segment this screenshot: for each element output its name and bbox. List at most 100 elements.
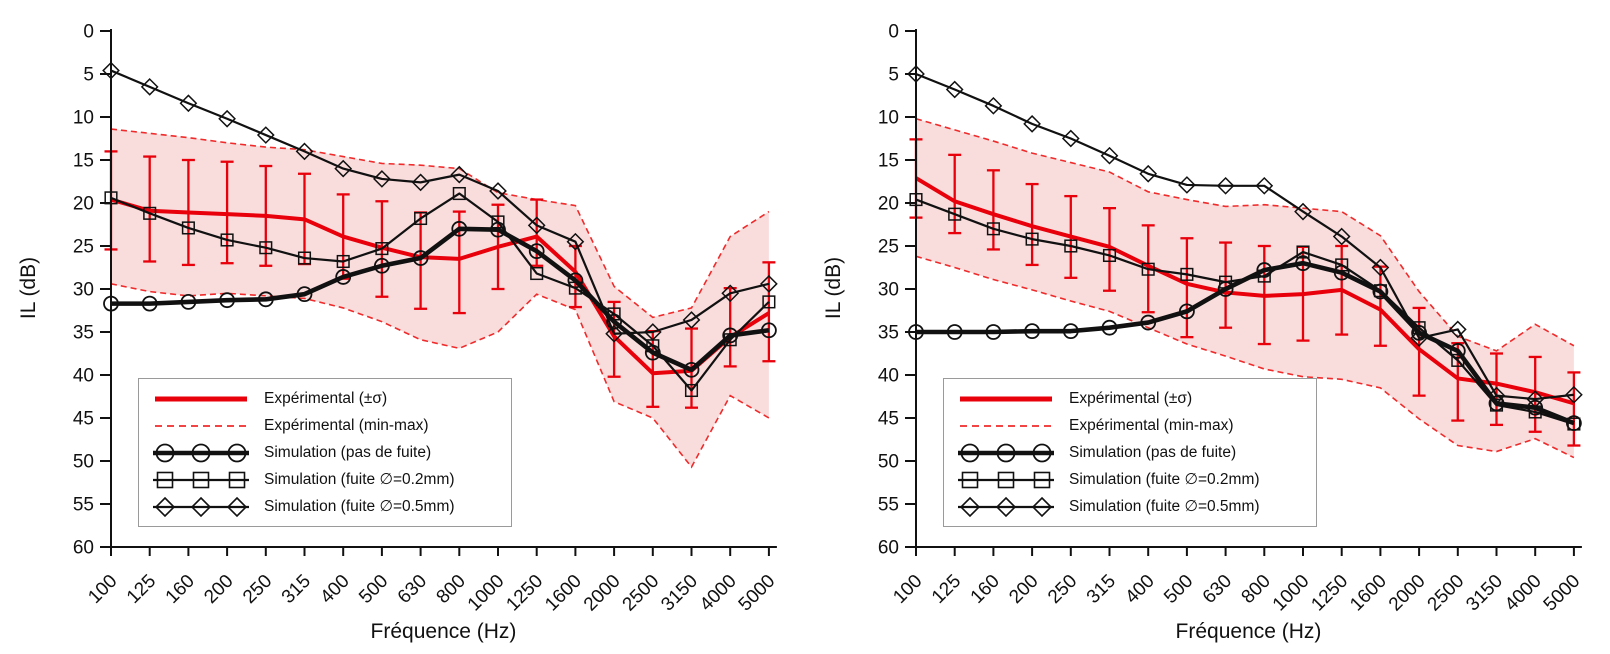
y-tick-label: 25 (878, 237, 899, 258)
x-tick-label: 1000 (1269, 571, 1314, 616)
y-axis-title-right: IL (dB) (822, 256, 845, 320)
legend-item-experimental-minmax: Expérimental (min-max) (956, 412, 1316, 439)
legend-item-sim-no-leak: Simulation (pas de fuite) (151, 439, 511, 466)
x-tick-label: 2500 (1424, 571, 1469, 616)
x-tick-label: 3150 (657, 571, 702, 616)
x-tick-label: 315 (278, 571, 315, 608)
x-tick-label: 2000 (1385, 571, 1430, 616)
y-tick-label: 30 (878, 280, 899, 301)
x-tick-label: 2500 (619, 571, 664, 616)
x-tick-label: 1250 (1307, 571, 1352, 616)
y-tick-label: 55 (878, 495, 899, 516)
red-solid-line-icon (155, 396, 247, 401)
legend-label: Simulation (fuite ∅=0.2mm) (264, 471, 455, 488)
y-axis-ticks: 0 5 10 15 20 25 30 35 40 45 50 55 60 (73, 22, 111, 559)
black-line-diamond-markers-icon (958, 496, 1054, 517)
y-tick-label: 45 (878, 409, 899, 430)
black-line-diamond-markers-icon (153, 496, 249, 517)
x-tick-label: 4000 (696, 571, 741, 616)
legend-item-sim-leak-02: Simulation (fuite ∅=0.2mm) (956, 466, 1316, 493)
y-tick-label: 20 (878, 194, 899, 215)
legend-label: Simulation (pas de fuite) (1069, 443, 1237, 461)
series-exp-minmax-band (110, 128, 770, 469)
x-tick-label: 1250 (502, 571, 547, 616)
y-tick-label: 55 (73, 495, 94, 516)
y-tick-label: 0 (888, 22, 899, 43)
chart-panel-left: 0 5 10 15 20 25 30 35 40 45 50 55 60 100 125 160 200 250 3… (17, 22, 780, 644)
x-tick-label: 200 (200, 571, 237, 608)
x-tick-label: 400 (316, 571, 353, 608)
x-axis-title-right: Fréquence (Hz) (1175, 620, 1322, 643)
red-solid-line-icon (960, 396, 1052, 401)
series-exp-minmax-band (915, 117, 1575, 459)
x-tick-label: 5000 (735, 571, 780, 616)
x-tick-label: 400 (1121, 571, 1158, 608)
y-tick-label: 50 (878, 452, 899, 473)
x-tick-label: 1600 (541, 571, 586, 616)
y-tick-label: 10 (73, 108, 94, 129)
legend-item-experimental-sigma: Expérimental (±σ) (151, 385, 511, 412)
y-tick-label: 5 (888, 65, 899, 86)
x-tick-label: 1600 (1346, 571, 1391, 616)
y-tick-label: 60 (878, 538, 899, 559)
x-axis-ticks: 100 125 160 200 250 315 400 500 630 8001000125016… (84, 547, 779, 615)
series-exp-mean-line (914, 176, 1575, 406)
red-dashed-line-icon (155, 424, 247, 427)
x-tick-label: 250 (1044, 571, 1081, 608)
x-tick-label: 2000 (580, 571, 625, 616)
legend-item-sim-leak-05: Simulation (fuite ∅=0.5mm) (151, 493, 511, 520)
x-tick-label: 4000 (1501, 571, 1546, 616)
series-sim-no-leak (908, 255, 1582, 432)
legend-item-sim-no-leak: Simulation (pas de fuite) (956, 439, 1316, 466)
y-tick-label: 40 (878, 366, 899, 387)
legend-label: Simulation (pas de fuite) (264, 443, 432, 461)
y-tick-label: 50 (73, 452, 94, 473)
x-tick-label: 3150 (1462, 571, 1507, 616)
series-exp-mean-line (110, 197, 770, 376)
black-line-square-markers-icon (153, 471, 249, 488)
x-tick-label: 125 (123, 571, 160, 608)
legend-label: Simulation (fuite ∅=0.2mm) (1069, 471, 1260, 488)
black-line-square-markers-icon (958, 471, 1054, 488)
x-tick-label: 200 (1005, 571, 1042, 608)
y-axis-ticks: 0 5 10 15 20 25 30 35 40 45 50 55 60 (878, 22, 916, 559)
legend-label: Expérimental (min-max) (1069, 416, 1234, 434)
chart-panel-right: 0 5 10 15 20 25 30 35 40 45 50 55 60 100 125 160 200 250 3… (805, 0, 1610, 654)
black-line-circle-markers-icon (958, 443, 1054, 462)
y-tick-label: 0 (83, 22, 94, 43)
x-tick-label: 125 (928, 571, 965, 608)
y-tick-label: 45 (73, 409, 94, 430)
y-tick-label: 25 (73, 237, 94, 258)
y-tick-label: 35 (73, 323, 94, 344)
legend-item-experimental-sigma: Expérimental (±σ) (956, 385, 1316, 412)
x-tick-label: 100 (84, 571, 121, 608)
x-tick-label: 100 (889, 571, 926, 608)
legend-label: Simulation (fuite ∅=0.5mm) (1069, 498, 1260, 515)
x-tick-label: 250 (239, 571, 276, 608)
y-tick-label: 30 (73, 280, 94, 301)
y-tick-label: 20 (73, 194, 94, 215)
legend-left: Expérimental (±σ) Expérimental (min-max)… (138, 378, 512, 527)
black-line-circle-markers-icon (153, 443, 249, 462)
y-tick-label: 35 (878, 323, 899, 344)
x-tick-label: 630 (1199, 571, 1236, 608)
x-tick-label: 500 (355, 571, 392, 608)
legend-label: Expérimental (±σ) (264, 389, 388, 407)
x-tick-label: 160 (967, 571, 1004, 608)
red-dashed-line-icon (960, 424, 1052, 427)
legend-item-sim-leak-02: Simulation (fuite ∅=0.2mm) (151, 466, 511, 493)
x-axis-ticks: 100 125 160 200 250 315 400 500 630 8001000125016… (889, 547, 1584, 615)
y-tick-label: 5 (83, 65, 94, 86)
y-tick-label: 60 (73, 538, 94, 559)
y-tick-label: 15 (73, 151, 94, 172)
x-tick-label: 1000 (464, 571, 509, 616)
legend-item-sim-leak-05: Simulation (fuite ∅=0.5mm) (956, 493, 1316, 520)
y-axis-title-left: IL (dB) (17, 256, 40, 320)
x-tick-label: 315 (1083, 571, 1120, 608)
legend-label: Expérimental (min-max) (264, 416, 429, 434)
legend-label: Simulation (fuite ∅=0.5mm) (264, 498, 455, 515)
legend-label: Expérimental (±σ) (1069, 389, 1193, 407)
